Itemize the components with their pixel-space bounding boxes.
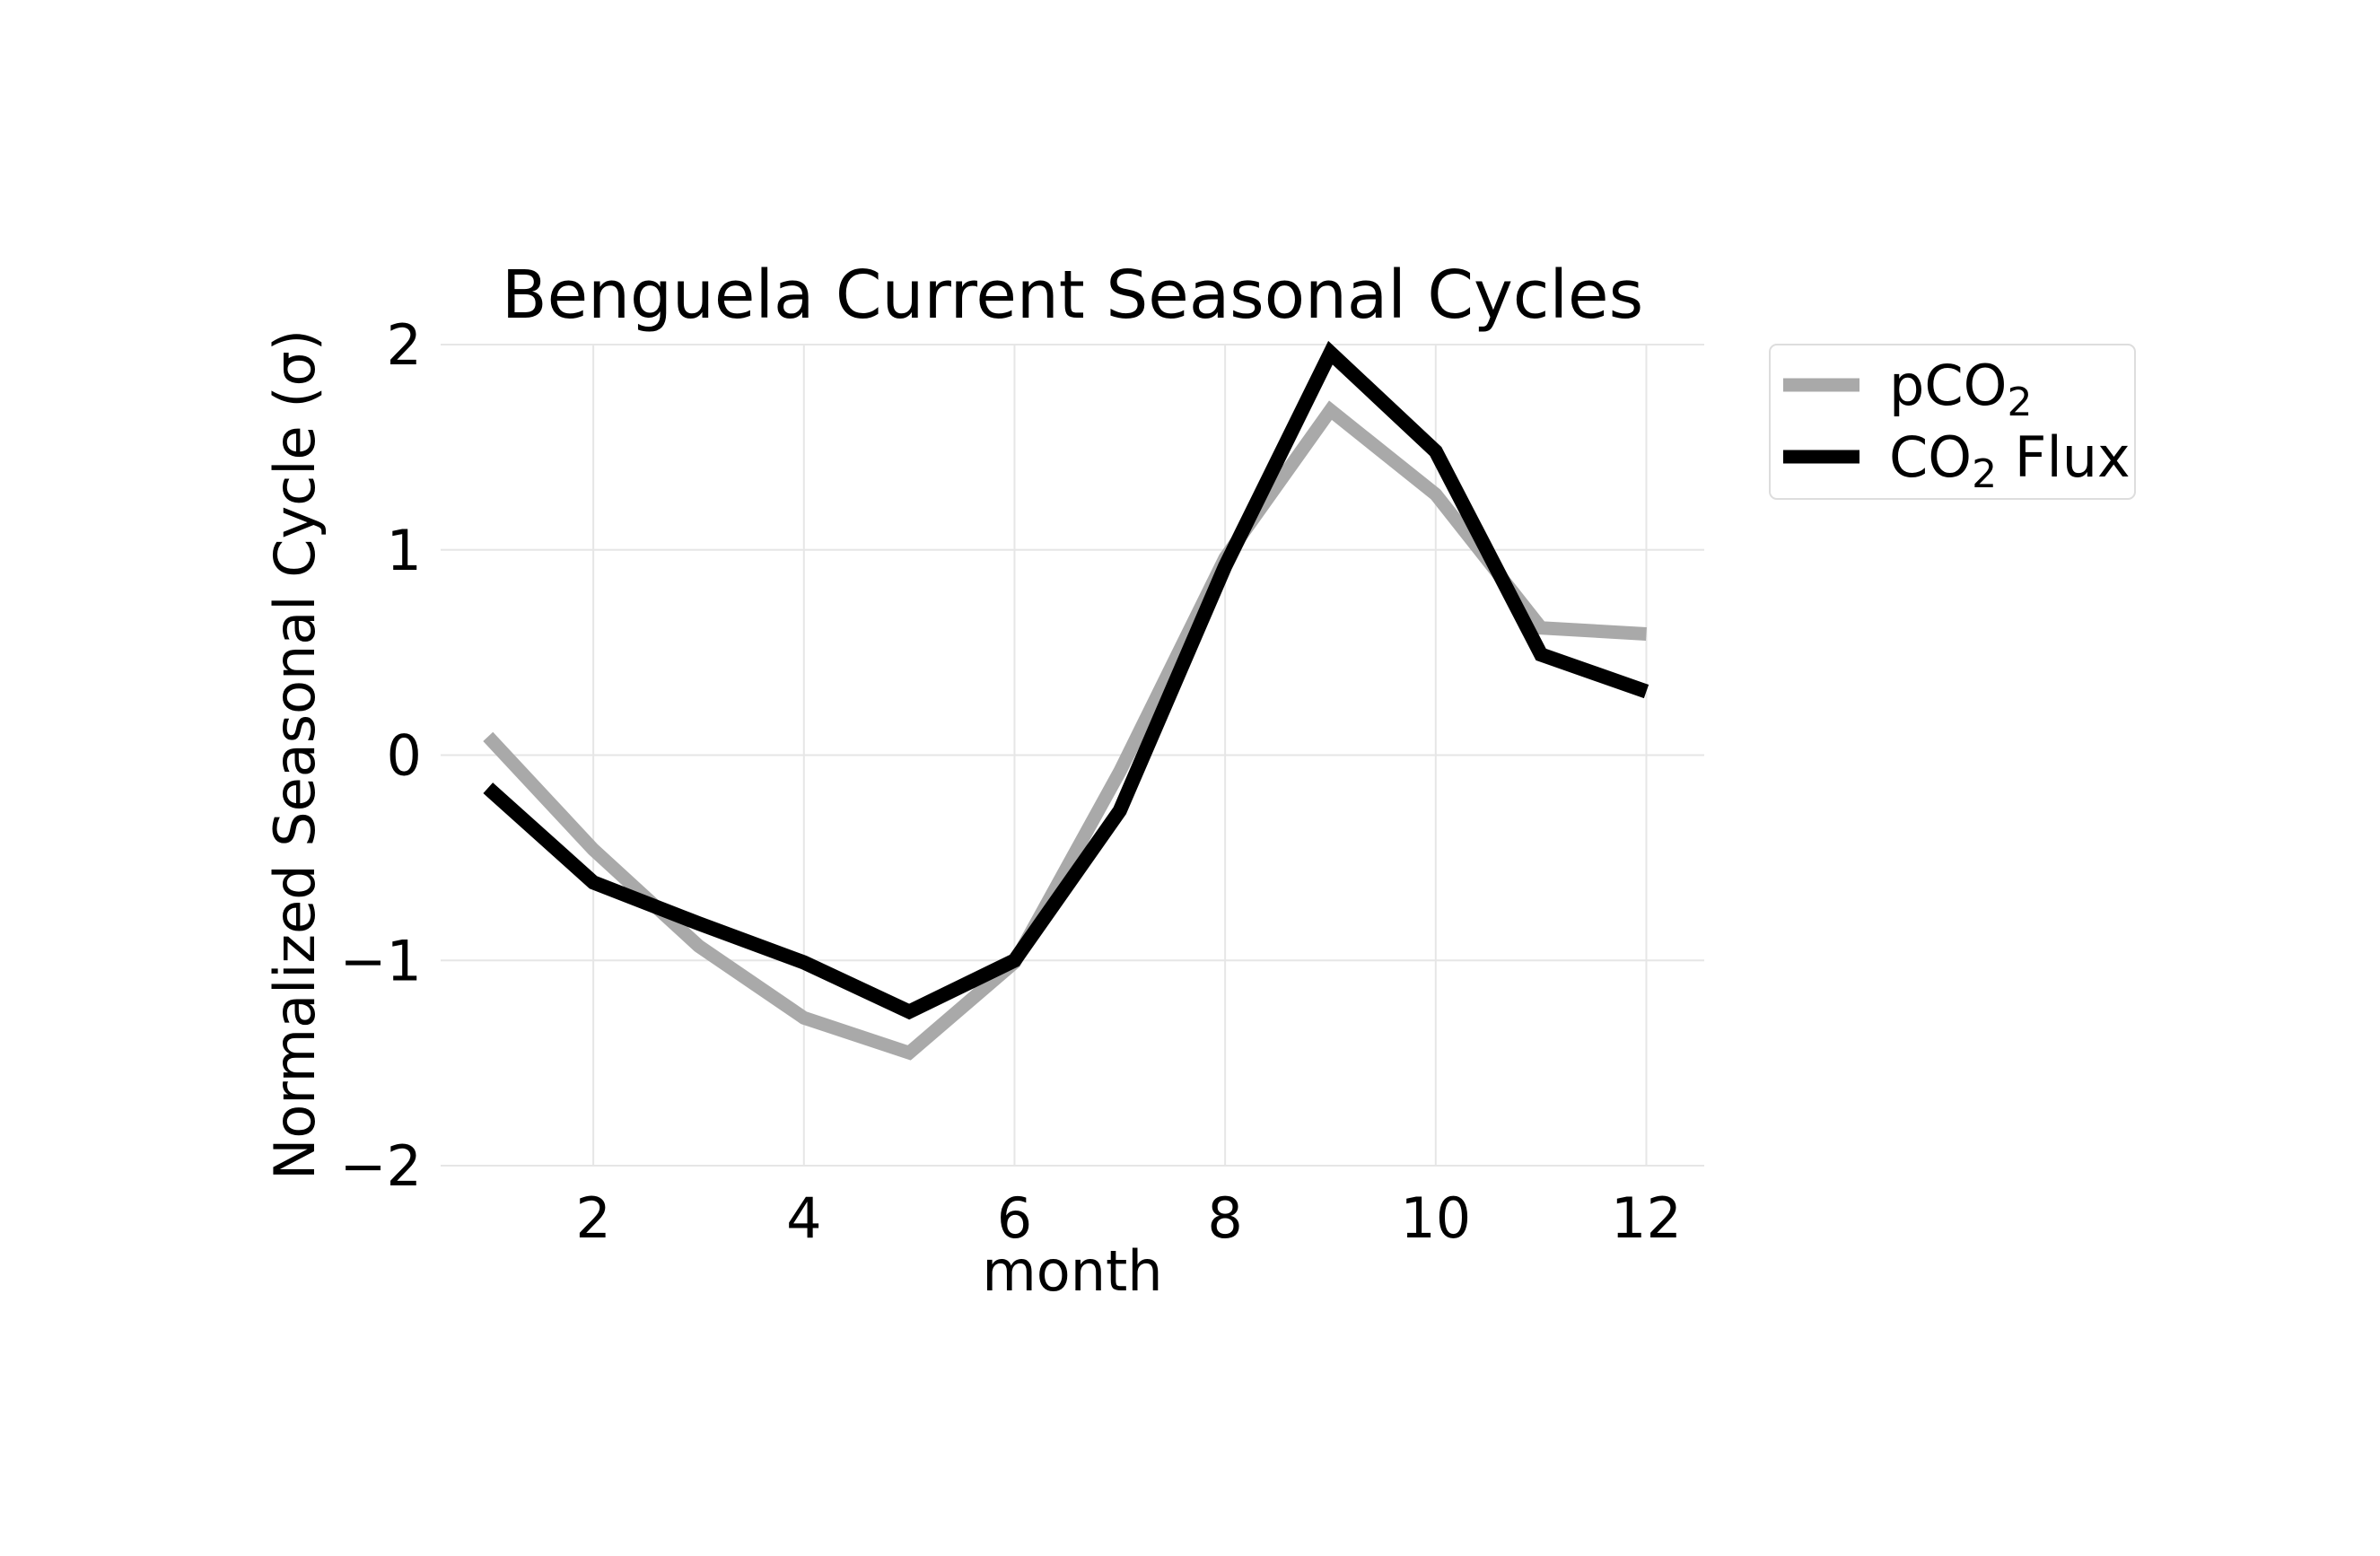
y-tick-label: 0 [387, 723, 422, 789]
y-tick-label: −1 [340, 928, 422, 993]
x-tick-labels: 2 4 6 8 10 12 [575, 1185, 1682, 1251]
y-axis-label: Normalized Seasonal Cycle (σ) [262, 329, 328, 1180]
x-tick-label: 10 [1400, 1185, 1471, 1251]
x-tick-label: 4 [786, 1185, 821, 1251]
legend-frame [1769, 344, 2136, 500]
x-tick-label: 2 [575, 1185, 610, 1251]
x-axis-label: month [982, 1238, 1162, 1304]
x-tick-label: 8 [1207, 1185, 1242, 1251]
x-tick-label: 6 [997, 1185, 1032, 1251]
legend-label: pCO2 [1889, 353, 2032, 425]
y-tick-label: 1 [387, 518, 422, 583]
y-tick-labels: −2 −1 0 1 2 [340, 312, 422, 1199]
series-layer [483, 340, 1649, 1061]
series-line-co2-flux [483, 340, 1649, 1020]
y-tick-label: −2 [340, 1133, 422, 1199]
y-grid [441, 344, 1704, 1167]
y-tick-label: 2 [387, 312, 422, 378]
legend-label: CO2 Flux [1889, 424, 2131, 497]
chart-title: Benguela Current Seasonal Cycles [502, 257, 1643, 334]
series-line-pco2 [483, 400, 1647, 1061]
x-tick-label: 12 [1611, 1185, 1682, 1251]
